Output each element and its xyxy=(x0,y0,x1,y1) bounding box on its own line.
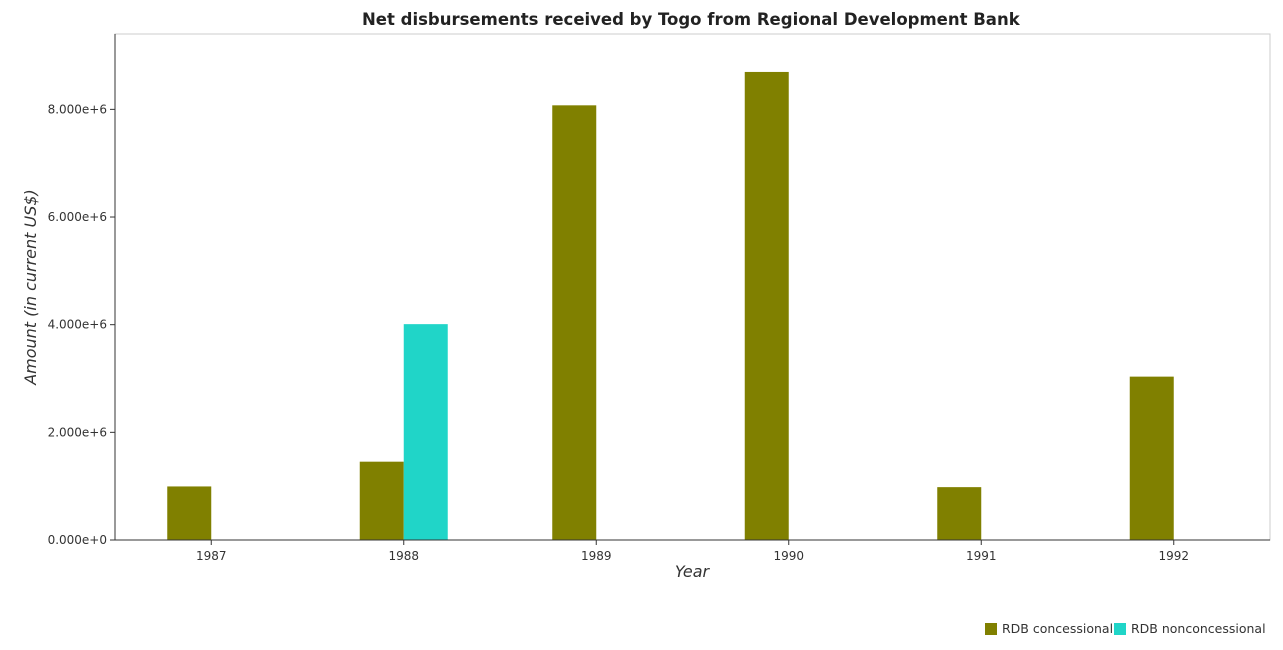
x-ticks: 1987 1988 1989 1990 1991 1992 xyxy=(196,540,1189,563)
y-axis-label: Amount (in current US$) xyxy=(21,189,40,386)
chart-title: Net disbursements received by Togo from … xyxy=(362,10,1021,29)
y-tick-label: 2.000e+6 xyxy=(48,425,107,439)
y-tick-label: 8.000e+6 xyxy=(48,102,107,116)
bar-rdb-nonconcessional-1988 xyxy=(403,324,448,540)
x-tick-label: 1991 xyxy=(966,549,997,563)
x-tick-label: 1992 xyxy=(1158,549,1189,563)
legend-swatch-1 xyxy=(1114,623,1126,635)
legend-swatch-0 xyxy=(985,623,997,635)
x-axis-label: Year xyxy=(675,562,711,581)
x-tick-label: 1988 xyxy=(388,549,419,563)
legend: RDB concessional RDB nonconcessional xyxy=(985,621,1266,636)
axes xyxy=(114,34,1270,541)
legend-label-1: RDB nonconcessional xyxy=(1131,621,1266,636)
bar-rdb-concessional-1991 xyxy=(937,487,982,540)
bar-rdb-concessional-1988 xyxy=(359,461,404,540)
x-tick-label: 1987 xyxy=(196,549,227,563)
y-tick-label: 0.000e+0 xyxy=(48,533,107,547)
plot-area xyxy=(114,33,1271,541)
x-tick-label: 1989 xyxy=(581,549,612,563)
x-tick-label: 1990 xyxy=(773,549,804,563)
bar-rdb-concessional-1990 xyxy=(744,71,789,540)
bar-rdb-concessional-1989 xyxy=(552,105,597,541)
bars xyxy=(167,71,1174,541)
bar-rdb-concessional-1987 xyxy=(167,486,212,540)
bar-rdb-concessional-1992 xyxy=(1129,376,1174,540)
legend-label-0: RDB concessional xyxy=(1002,621,1113,636)
y-tick-label: 4.000e+6 xyxy=(48,318,107,332)
y-ticks: 0.000e+0 2.000e+6 4.000e+6 6.000e+6 8.000e+6 xyxy=(48,102,115,547)
y-tick-label: 6.000e+6 xyxy=(48,210,107,224)
